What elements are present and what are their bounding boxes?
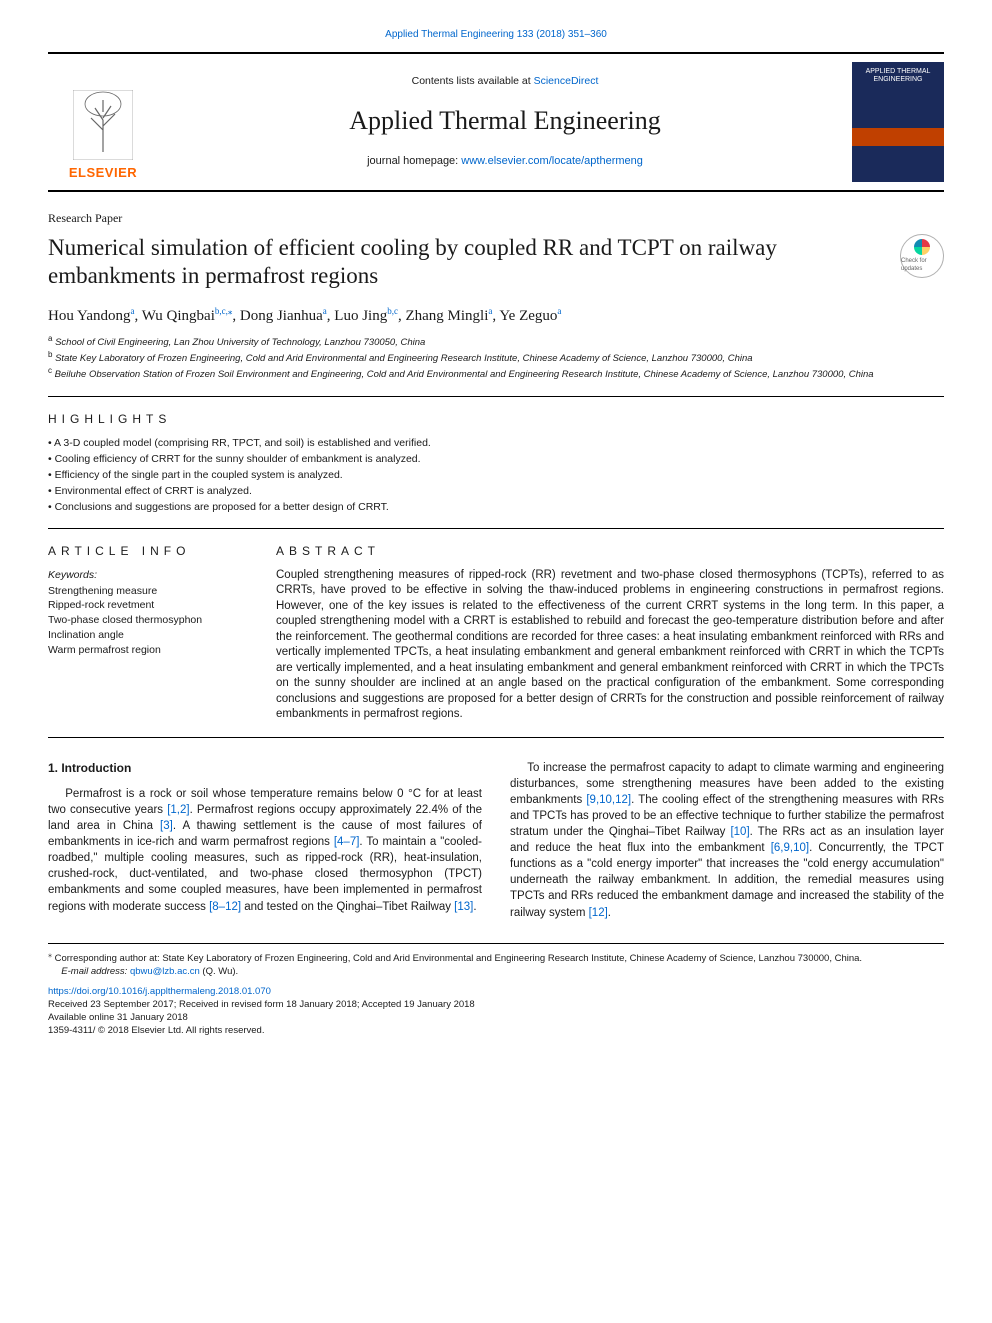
author: Dong Jianhuaa bbox=[240, 308, 327, 324]
section-heading: 1. Introduction bbox=[48, 760, 482, 776]
aff-link[interactable]: a bbox=[488, 306, 492, 316]
highlight-item: Efficiency of the single part in the cou… bbox=[48, 468, 944, 482]
ref-link[interactable]: [6,9,10] bbox=[771, 842, 809, 854]
abstract-section: ABSTRACT Coupled strengthening measures … bbox=[276, 543, 944, 722]
online-date: Available online 31 January 2018 bbox=[48, 1012, 944, 1025]
author-list: Hou Yandonga, Wu Qingbaib,c,⁎, Dong Jian… bbox=[48, 305, 944, 326]
aff-link[interactable]: a bbox=[131, 306, 135, 316]
ref-link[interactable]: [9,10,12] bbox=[586, 794, 631, 806]
keyword: Inclination angle bbox=[48, 628, 248, 643]
issn-copyright: 1359-4311/ © 2018 Elsevier Ltd. All righ… bbox=[48, 1025, 944, 1038]
highlight-item: Conclusions and suggestions are proposed… bbox=[48, 500, 944, 514]
crossmark-badge[interactable]: Check for updates bbox=[900, 234, 944, 278]
highlights-heading: HIGHLIGHTS bbox=[48, 411, 944, 427]
header-citation-link[interactable]: Applied Thermal Engineering 133 (2018) 3… bbox=[385, 29, 607, 40]
body-paragraph: Permafrost is a rock or soil whose tempe… bbox=[48, 786, 482, 915]
paper-type: Research Paper bbox=[48, 210, 944, 226]
author: Luo Jingb,c bbox=[334, 308, 398, 324]
masthead-center: Contents lists available at ScienceDirec… bbox=[158, 74, 852, 168]
aff-link[interactable]: a bbox=[557, 306, 561, 316]
body-paragraph: To increase the permafrost capacity to a… bbox=[510, 760, 944, 921]
publisher-brand: ELSEVIER bbox=[69, 164, 137, 182]
ref-link[interactable]: [4–7] bbox=[334, 836, 360, 848]
aff-link[interactable]: b,c bbox=[387, 306, 398, 316]
abstract-text: Coupled strengthening measures of ripped… bbox=[276, 568, 944, 723]
aff-link[interactable]: a bbox=[323, 306, 327, 316]
author: Wu Qingbaib,c,⁎ bbox=[142, 308, 233, 324]
journal-homepage: journal homepage: www.elsevier.com/locat… bbox=[170, 154, 840, 169]
keyword: Ripped-rock revetment bbox=[48, 598, 248, 613]
keywords-list: Strengthening measureRipped-rock revetme… bbox=[48, 584, 248, 657]
crossmark-label: Check for updates bbox=[901, 257, 943, 273]
footnotes: ⁎ Corresponding author at: State Key Lab… bbox=[48, 943, 944, 979]
ref-link[interactable]: [1,2] bbox=[167, 804, 189, 816]
affiliation: c Beiluhe Observation Station of Frozen … bbox=[48, 366, 944, 382]
highlight-item: Environmental effect of CRRT is analyzed… bbox=[48, 484, 944, 498]
article-info: ARTICLE INFO Keywords: Strengthening mea… bbox=[48, 543, 248, 722]
highlight-item: Cooling efficiency of CRRT for the sunny… bbox=[48, 452, 944, 466]
affiliation: b State Key Laboratory of Frozen Enginee… bbox=[48, 350, 944, 366]
journal-title: Applied Thermal Engineering bbox=[170, 103, 840, 138]
paper-title: Numerical simulation of efficient coolin… bbox=[48, 234, 882, 292]
publication-meta: https://doi.org/10.1016/j.applthermaleng… bbox=[48, 986, 944, 1037]
rule bbox=[48, 396, 944, 397]
author: Ye Zeguoa bbox=[499, 308, 561, 324]
email-link[interactable]: qbwu@lzb.ac.cn bbox=[130, 966, 200, 977]
keyword: Two-phase closed thermosyphon bbox=[48, 613, 248, 628]
ref-link[interactable]: [8–12] bbox=[209, 901, 241, 913]
ref-link[interactable]: [10] bbox=[730, 826, 749, 838]
affiliation: a School of Civil Engineering, Lan Zhou … bbox=[48, 334, 944, 350]
ref-link[interactable]: [3] bbox=[160, 820, 173, 832]
author: Hou Yandonga bbox=[48, 308, 135, 324]
sciencedirect-link[interactable]: ScienceDirect bbox=[534, 75, 599, 87]
header-citation: Applied Thermal Engineering 133 (2018) 3… bbox=[48, 28, 944, 42]
aff-link[interactable]: b,c, bbox=[215, 306, 228, 316]
ref-link[interactable]: [12] bbox=[589, 907, 608, 919]
highlights-section: HIGHLIGHTS A 3-D coupled model (comprisi… bbox=[48, 411, 944, 514]
elsevier-tree-icon bbox=[73, 90, 133, 160]
author: Zhang Minglia bbox=[405, 308, 492, 324]
abstract-heading: ABSTRACT bbox=[276, 543, 944, 559]
corresponding-author-note: ⁎ Corresponding author at: State Key Lab… bbox=[48, 950, 944, 966]
highlight-item: A 3-D coupled model (comprising RR, TPCT… bbox=[48, 436, 944, 450]
received-dates: Received 23 September 2017; Received in … bbox=[48, 999, 944, 1012]
doi-link[interactable]: https://doi.org/10.1016/j.applthermaleng… bbox=[48, 986, 271, 997]
masthead: ELSEVIER Contents lists available at Sci… bbox=[48, 52, 944, 192]
keyword: Warm permafrost region bbox=[48, 643, 248, 658]
journal-cover-thumb: APPLIED THERMAL ENGINEERING bbox=[852, 62, 944, 182]
body-text: 1. Introduction Permafrost is a rock or … bbox=[48, 760, 944, 921]
ref-link[interactable]: [13] bbox=[454, 901, 473, 913]
corr-mark[interactable]: ⁎ bbox=[228, 306, 233, 316]
affiliation-list: a School of Civil Engineering, Lan Zhou … bbox=[48, 334, 944, 382]
rule bbox=[48, 737, 944, 738]
highlights-list: A 3-D coupled model (comprising RR, TPCT… bbox=[48, 436, 944, 515]
keyword: Strengthening measure bbox=[48, 584, 248, 599]
publisher-logo: ELSEVIER bbox=[48, 62, 158, 182]
article-info-heading: ARTICLE INFO bbox=[48, 543, 248, 559]
rule bbox=[48, 528, 944, 529]
keywords-label: Keywords: bbox=[48, 568, 248, 582]
crossmark-icon bbox=[914, 239, 930, 255]
contents-available: Contents lists available at ScienceDirec… bbox=[170, 74, 840, 88]
journal-homepage-link[interactable]: www.elsevier.com/locate/apthermeng bbox=[461, 155, 643, 167]
email-line: E-mail address: qbwu@lzb.ac.cn (Q. Wu). bbox=[61, 966, 944, 979]
